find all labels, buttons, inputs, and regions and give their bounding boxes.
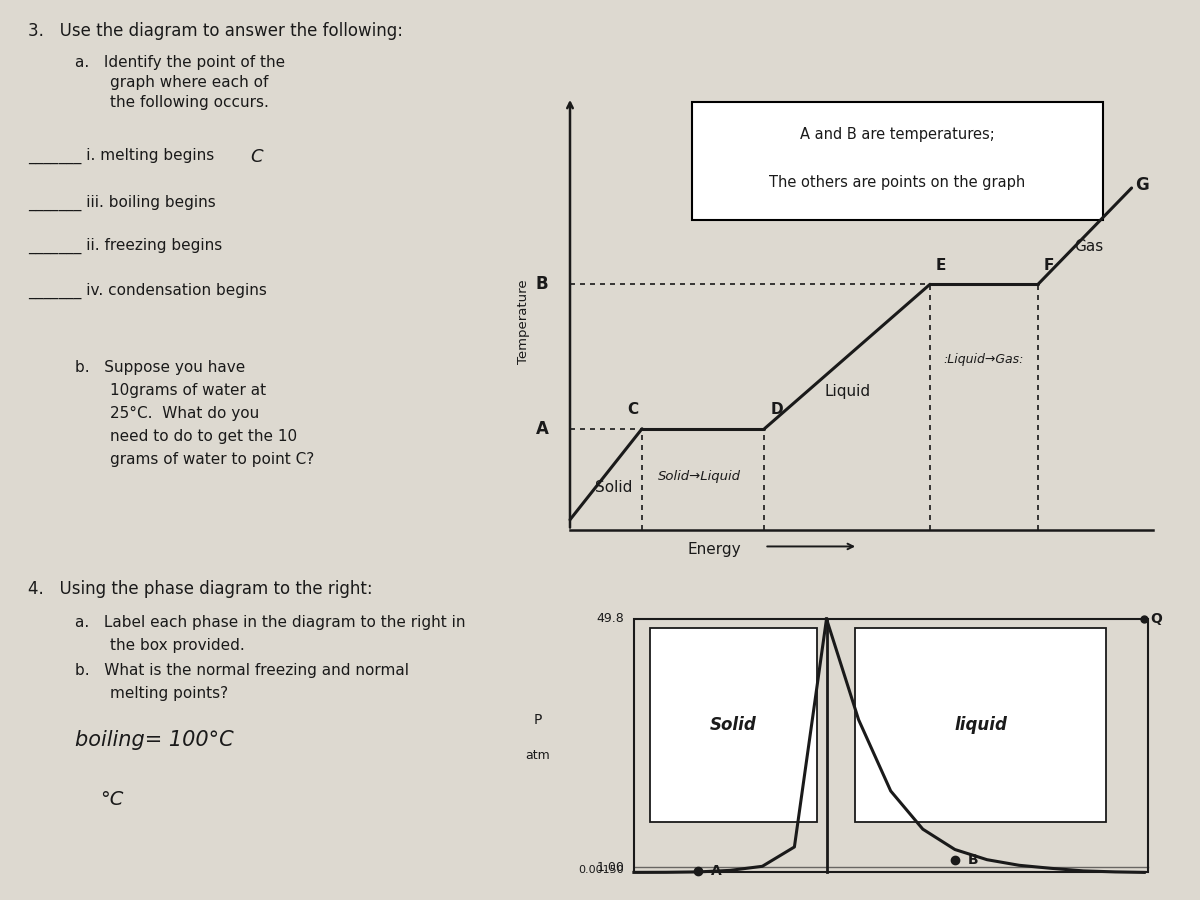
Text: the following occurs.: the following occurs. (110, 95, 269, 110)
FancyBboxPatch shape (650, 628, 817, 822)
Text: _______ ii. freezing begins: _______ ii. freezing begins (28, 238, 222, 254)
Text: A and B are temperatures;: A and B are temperatures; (800, 127, 995, 142)
Text: grams of water to point C?: grams of water to point C? (110, 452, 314, 467)
Text: C: C (250, 148, 263, 166)
Text: 3.   Use the diagram to answer the following:: 3. Use the diagram to answer the followi… (28, 22, 403, 40)
Text: B: B (967, 852, 978, 867)
Text: A: A (535, 419, 548, 437)
Text: liquid: liquid (954, 716, 1007, 733)
Text: 0.00150: 0.00150 (578, 865, 624, 875)
Text: Q: Q (1151, 612, 1163, 625)
Text: need to do to get the 10: need to do to get the 10 (110, 429, 298, 444)
Text: 25°C.  What do you: 25°C. What do you (110, 406, 259, 421)
Text: 4.   Using the phase diagram to the right:: 4. Using the phase diagram to the right: (28, 580, 373, 598)
FancyBboxPatch shape (692, 103, 1103, 220)
Text: Solid: Solid (710, 716, 757, 733)
Text: _______ i. melting begins: _______ i. melting begins (28, 148, 220, 164)
Text: A: A (710, 864, 721, 878)
Text: P: P (534, 713, 541, 726)
Text: F: F (1044, 257, 1054, 273)
Text: 10grams of water at: 10grams of water at (110, 383, 266, 398)
Text: graph where each of: graph where each of (110, 75, 269, 90)
Text: 1.00: 1.00 (596, 860, 624, 874)
Text: E: E (936, 257, 946, 273)
Text: Temperature: Temperature (517, 279, 529, 364)
Text: °C: °C (100, 790, 124, 809)
Text: Solid→Liquid: Solid→Liquid (658, 471, 742, 483)
Text: melting points?: melting points? (110, 686, 228, 701)
Text: Solid: Solid (595, 480, 632, 495)
Text: :Liquid→Gas:: :Liquid→Gas: (944, 353, 1024, 365)
Text: 49.8: 49.8 (596, 612, 624, 625)
Text: D: D (770, 402, 782, 417)
Text: Gas: Gas (1074, 239, 1103, 255)
Text: Energy: Energy (688, 542, 740, 557)
Text: a.   Identify the point of the: a. Identify the point of the (74, 55, 286, 70)
Text: _______ iii. boiling begins: _______ iii. boiling begins (28, 195, 216, 212)
Text: a.   Label each phase in the diagram to the right in: a. Label each phase in the diagram to th… (74, 615, 466, 630)
Text: b.   Suppose you have: b. Suppose you have (74, 360, 245, 375)
Text: C: C (628, 402, 638, 417)
Text: _______ iv. condensation begins: _______ iv. condensation begins (28, 283, 266, 299)
Bar (634, 619, 1147, 872)
FancyBboxPatch shape (856, 628, 1105, 822)
Text: G: G (1135, 176, 1148, 194)
Text: atm: atm (526, 749, 550, 761)
Text: the box provided.: the box provided. (110, 638, 245, 653)
Text: The others are points on the graph: The others are points on the graph (769, 176, 1026, 190)
Text: Liquid: Liquid (824, 383, 870, 399)
Text: boiling= 100°C: boiling= 100°C (74, 730, 234, 750)
Text: b.   What is the normal freezing and normal: b. What is the normal freezing and norma… (74, 663, 409, 678)
Text: B: B (535, 275, 548, 293)
